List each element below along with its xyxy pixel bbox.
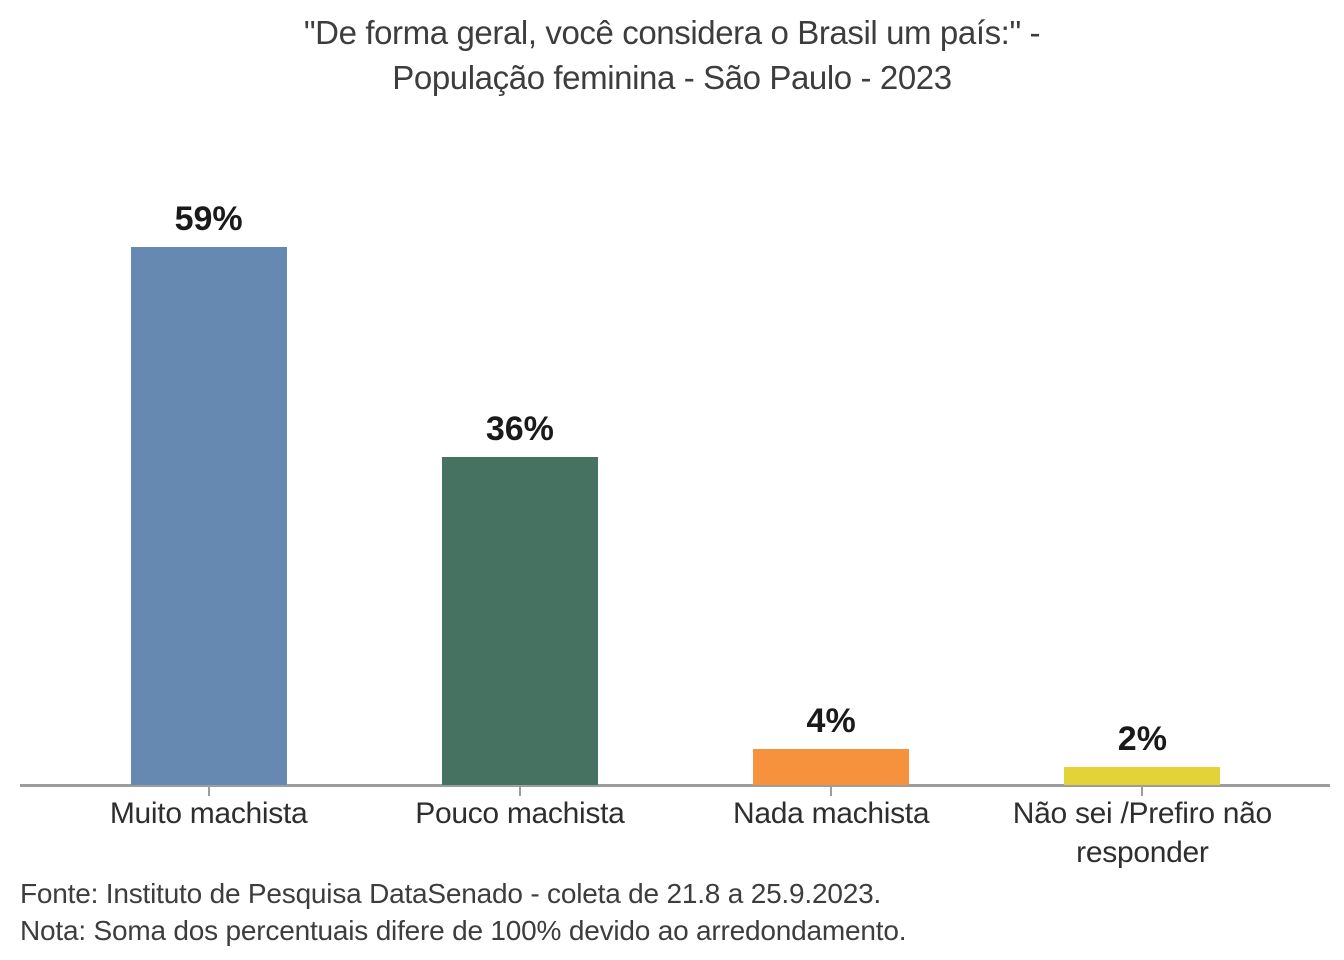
axis-tick-mark: [830, 787, 833, 796]
category-label: Não sei /Prefiro não responder: [1012, 797, 1272, 869]
bar-4: [1064, 767, 1221, 785]
chart-title-line-2: População feminina - São Paulo - 2023: [392, 59, 952, 96]
source-note: Fonte: Instituto de Pesquisa DataSenado …: [20, 878, 882, 909]
footnotes: Fonte: Instituto de Pesquisa DataSenado …: [20, 875, 906, 949]
bar-1: [130, 247, 287, 785]
chart-title: "De forma geral, você considera o Brasil…: [0, 10, 1344, 100]
axis-tick-mark: [207, 787, 210, 796]
bar-value-label: 4%: [806, 702, 856, 740]
axis-tick-mark: [1141, 787, 1144, 796]
category-label: Pouco machista: [415, 797, 625, 830]
rounding-note: Nota: Soma dos percentuais difere de 100…: [20, 915, 907, 946]
bar-value-label: 2%: [1117, 720, 1167, 758]
bar-value-label: 59%: [174, 200, 243, 238]
bar-value-label: 36%: [485, 410, 554, 448]
bar-3: [753, 749, 910, 785]
chart-title-line-1: "De forma geral, você considera o Brasil…: [303, 14, 1041, 51]
axis-tick-mark: [518, 787, 521, 796]
category-label: Nada machista: [733, 797, 930, 830]
category-label: Muito machista: [109, 797, 308, 830]
x-axis-line: [20, 784, 1330, 787]
bar-2: [441, 457, 598, 785]
